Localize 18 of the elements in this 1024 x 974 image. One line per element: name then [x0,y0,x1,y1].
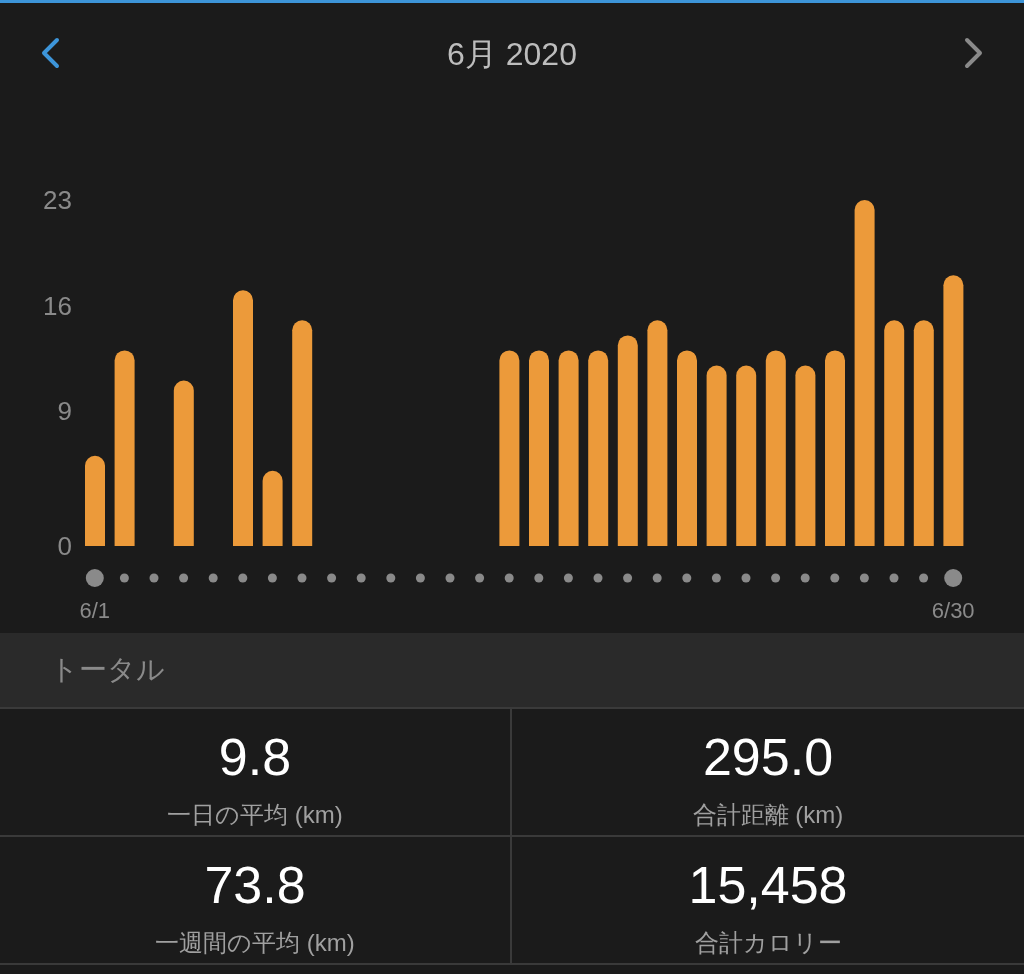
chart-title: 6月 2020 [446,35,578,74]
text: 9.8 [217,727,293,787]
tick-mark: 6/30 [931,569,975,623]
text: 一週間の平均 (km) [154,928,356,958]
text: 一日の平均 (km) [166,800,344,830]
text: 合計カロリー [693,928,843,958]
y-tick-label: 16 [43,290,72,321]
y-tick-label: 9 [57,395,72,426]
x-tick-label: 6/1 [79,598,111,623]
y-tick-label: 23 [43,185,72,216]
tick-mark: 6/1 [79,569,111,623]
y-tick-label: 0 [57,531,72,562]
text: トータル [0,633,1024,709]
text: 合計距離 (km) [691,800,845,830]
text: 295.0 [701,727,835,787]
text: 73.8 [203,855,307,915]
x-tick-label: 6/30 [931,598,975,623]
text: 15,458 [687,855,849,915]
